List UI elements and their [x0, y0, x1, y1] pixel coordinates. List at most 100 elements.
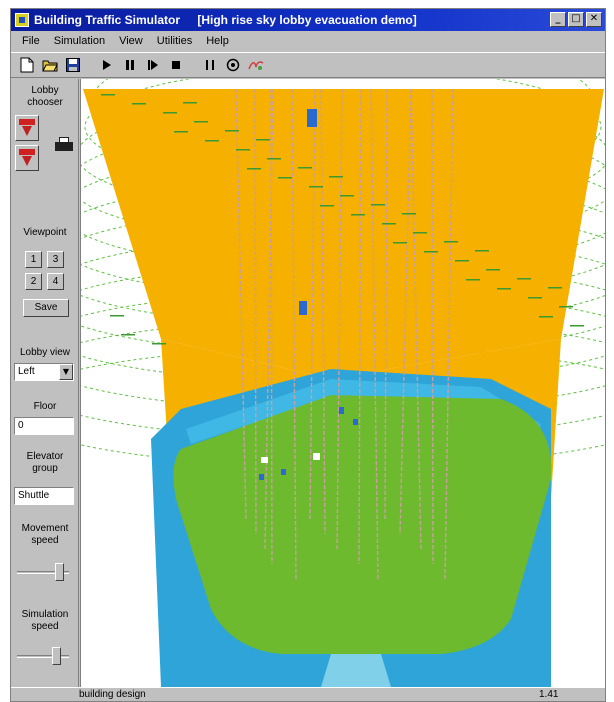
- cable-line: [320, 88, 326, 535]
- minimize-button[interactable]: _: [550, 12, 566, 27]
- menu-simulation[interactable]: Simulation: [53, 35, 106, 47]
- menu-utilities[interactable]: Utilities: [156, 35, 193, 47]
- person-marker: [339, 407, 344, 414]
- lobby-arrow-icon: [19, 119, 35, 137]
- paint-icon[interactable]: [246, 55, 266, 75]
- floor-dash: [528, 297, 542, 299]
- elevator-cables: [235, 88, 454, 580]
- floor-dash: [539, 316, 553, 318]
- menu-help[interactable]: Help: [206, 35, 229, 47]
- floor-dash: [298, 167, 312, 169]
- floor-dash: [309, 186, 323, 188]
- viewpoint-label: Viewpoint: [23, 227, 67, 238]
- floor-dash: [402, 213, 416, 215]
- lobby-up-button[interactable]: [15, 115, 39, 141]
- play-icon[interactable]: [97, 55, 117, 75]
- viewpoint-1-button[interactable]: 1: [25, 251, 42, 268]
- time-icon[interactable]: [200, 55, 220, 75]
- floor-dash: [413, 232, 427, 234]
- elevator-car: [307, 109, 317, 127]
- maximize-button[interactable]: □: [568, 12, 584, 27]
- floor-dash: [236, 149, 250, 151]
- floor-dash: [382, 223, 396, 225]
- wireframe-ring: [84, 79, 602, 188]
- step-icon[interactable]: [143, 55, 163, 75]
- elevator-car: [299, 301, 307, 315]
- floor-dash: [497, 288, 511, 290]
- lobby-opening: [321, 654, 391, 687]
- floor-input[interactable]: 0: [14, 417, 74, 435]
- app-icon: [15, 13, 29, 27]
- movement-speed-slider[interactable]: [15, 561, 75, 583]
- document-title: [High rise sky lobby evacuation demo]: [197, 13, 417, 27]
- simulation-speed-slider[interactable]: [15, 645, 75, 667]
- lobby-view-select[interactable]: Left ▼: [14, 363, 74, 381]
- floor-dash: [570, 325, 584, 327]
- slider-thumb[interactable]: [55, 563, 64, 581]
- cable-line: [431, 88, 434, 565]
- chevron-down-icon[interactable]: ▼: [59, 364, 73, 380]
- cable-line: [336, 88, 343, 550]
- new-icon[interactable]: [17, 55, 37, 75]
- status-value: 1.41: [539, 689, 559, 700]
- floor-dash: [320, 205, 334, 207]
- control-panel: Lobby chooser Viewpoint 1 3 2 4 Save Lob…: [11, 79, 79, 687]
- title-bar[interactable]: Building Traffic Simulator [High rise sk…: [11, 9, 605, 31]
- stop-icon[interactable]: [166, 55, 186, 75]
- save-icon[interactable]: [63, 55, 83, 75]
- printer-icon[interactable]: [55, 137, 73, 153]
- floor-dash: [548, 287, 562, 289]
- floor-dash: [194, 121, 208, 123]
- floor-dash: [486, 269, 500, 271]
- viewpoint-2-button[interactable]: 2: [25, 273, 42, 290]
- person-marker: [261, 457, 268, 463]
- floor-dash: [174, 131, 188, 133]
- floor-markers: [101, 94, 584, 345]
- floor-dash: [278, 177, 292, 179]
- menu-view[interactable]: View: [119, 35, 143, 47]
- floor-dash: [256, 139, 270, 141]
- cable-line: [370, 88, 379, 580]
- cable-line: [444, 88, 454, 580]
- floor-dash: [371, 204, 385, 206]
- floor-dash: [517, 278, 531, 280]
- app-window: Building Traffic Simulator [High rise sk…: [10, 8, 606, 702]
- close-button[interactable]: ✕: [586, 12, 602, 27]
- cable-line: [410, 88, 422, 550]
- person-marker: [259, 474, 264, 480]
- viewpoint-4-button[interactable]: 4: [47, 273, 64, 290]
- status-text: building design: [79, 689, 146, 700]
- elevator-group-label: Elevator group: [26, 451, 64, 474]
- person-marker: [353, 419, 358, 425]
- toolbar: [11, 52, 605, 78]
- floor-dash: [559, 306, 573, 308]
- person-marker: [313, 453, 320, 460]
- app-title: Building Traffic Simulator: [34, 13, 181, 27]
- floor-dash: [163, 112, 177, 114]
- floor-dash: [225, 130, 239, 132]
- menu-file[interactable]: File: [22, 35, 40, 47]
- zoom-icon[interactable]: [223, 55, 243, 75]
- pause-icon[interactable]: [120, 55, 140, 75]
- lobby-floor: [173, 395, 552, 654]
- open-icon[interactable]: [40, 55, 60, 75]
- person-marker: [281, 469, 286, 475]
- floor-dash: [183, 102, 197, 104]
- floor-dash: [466, 279, 480, 281]
- slider-thumb[interactable]: [52, 647, 61, 665]
- lobby-down-button[interactable]: [15, 145, 39, 171]
- elevator-group-input[interactable]: Shuttle: [14, 487, 74, 505]
- 3d-viewport[interactable]: [80, 79, 605, 687]
- floor-dash: [455, 260, 469, 262]
- menu-bar: File Simulation View Utilities Help: [11, 31, 605, 51]
- building-render: [81, 79, 605, 687]
- floor-dash: [132, 103, 146, 105]
- floor-dash: [267, 158, 281, 160]
- status-bar: building design 1.41: [11, 687, 605, 702]
- lobby-view-value: Left: [18, 366, 35, 377]
- floor-dash: [101, 94, 115, 96]
- cable-line: [254, 88, 257, 535]
- viewpoint-3-button[interactable]: 3: [47, 251, 64, 268]
- floor-dash: [247, 168, 261, 170]
- save-viewpoint-button[interactable]: Save: [23, 299, 69, 317]
